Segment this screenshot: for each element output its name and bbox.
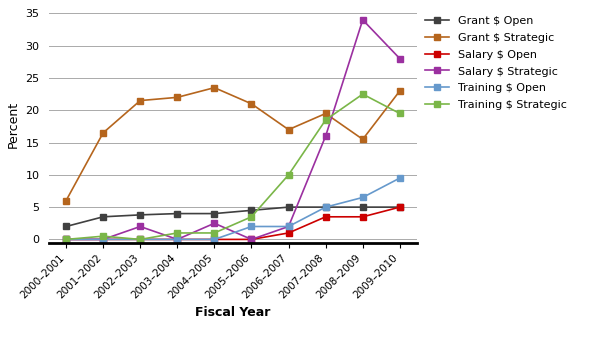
Grant $ Open (137, 213, 144, 217)
Grant $ Strategic (396, 89, 403, 93)
Grant $ Strategic (174, 95, 181, 99)
Training $ Open (62, 237, 70, 241)
Training $ Open (396, 176, 403, 180)
Salary $ Open (62, 237, 70, 241)
Training $ Strategic (174, 231, 181, 235)
Training $ Strategic (396, 112, 403, 116)
Salary $ Open (359, 215, 367, 219)
Training $ Open (285, 224, 292, 228)
Grant $ Strategic (359, 137, 367, 141)
Salary $ Open (99, 237, 107, 241)
Line: Training $ Strategic: Training $ Strategic (63, 91, 403, 242)
Grant $ Open (174, 212, 181, 216)
Grant $ Open (359, 205, 367, 209)
Grant $ Strategic (99, 131, 107, 135)
Line: Training $ Open: Training $ Open (63, 175, 403, 242)
Salary $ Open (248, 237, 255, 241)
Line: Salary $ Open: Salary $ Open (63, 204, 403, 242)
Grant $ Open (99, 215, 107, 219)
Training $ Open (248, 224, 255, 228)
Grant $ Strategic (322, 112, 329, 116)
Salary $ Strategic (211, 221, 218, 225)
Training $ Strategic (62, 237, 70, 241)
Salary $ Strategic (62, 237, 70, 241)
Salary $ Open (396, 205, 403, 209)
Grant $ Strategic (62, 198, 70, 203)
Training $ Open (359, 195, 367, 200)
Grant $ Strategic (248, 102, 255, 106)
Training $ Open (211, 237, 218, 241)
Grant $ Open (285, 205, 292, 209)
Training $ Strategic (285, 173, 292, 177)
Training $ Strategic (322, 118, 329, 122)
Grant $ Strategic (285, 128, 292, 132)
X-axis label: Fiscal Year: Fiscal Year (195, 306, 271, 319)
Grant $ Open (62, 224, 70, 228)
Grant $ Strategic (211, 86, 218, 90)
Salary $ Open (137, 237, 144, 241)
Grant $ Open (322, 205, 329, 209)
Grant $ Open (396, 205, 403, 209)
Salary $ Strategic (285, 224, 292, 228)
Legend: Grant $ Open, Grant $ Strategic, Salary $ Open, Salary $ Strategic, Training $ O: Grant $ Open, Grant $ Strategic, Salary … (420, 12, 571, 115)
Grant $ Open (211, 212, 218, 216)
Training $ Open (137, 237, 144, 241)
Line: Salary $ Strategic: Salary $ Strategic (63, 17, 403, 242)
Training $ Strategic (99, 234, 107, 238)
Salary $ Strategic (396, 57, 403, 61)
Y-axis label: Percent: Percent (7, 101, 20, 148)
Line: Grant $ Strategic: Grant $ Strategic (63, 85, 403, 204)
Salary $ Strategic (99, 237, 107, 241)
Salary $ Strategic (137, 224, 144, 228)
Training $ Open (99, 237, 107, 241)
Grant $ Open (248, 208, 255, 212)
Grant $ Strategic (137, 98, 144, 102)
Training $ Strategic (248, 215, 255, 219)
Salary $ Open (174, 237, 181, 241)
Salary $ Open (285, 231, 292, 235)
Training $ Strategic (137, 237, 144, 241)
Line: Grant $ Open: Grant $ Open (63, 204, 403, 229)
Salary $ Strategic (322, 134, 329, 138)
Salary $ Strategic (248, 237, 255, 241)
Training $ Strategic (211, 231, 218, 235)
Training $ Open (174, 237, 181, 241)
Salary $ Strategic (359, 18, 367, 22)
Training $ Strategic (359, 92, 367, 96)
Salary $ Open (211, 237, 218, 241)
Salary $ Strategic (174, 237, 181, 241)
Training $ Open (322, 205, 329, 209)
Salary $ Open (322, 215, 329, 219)
